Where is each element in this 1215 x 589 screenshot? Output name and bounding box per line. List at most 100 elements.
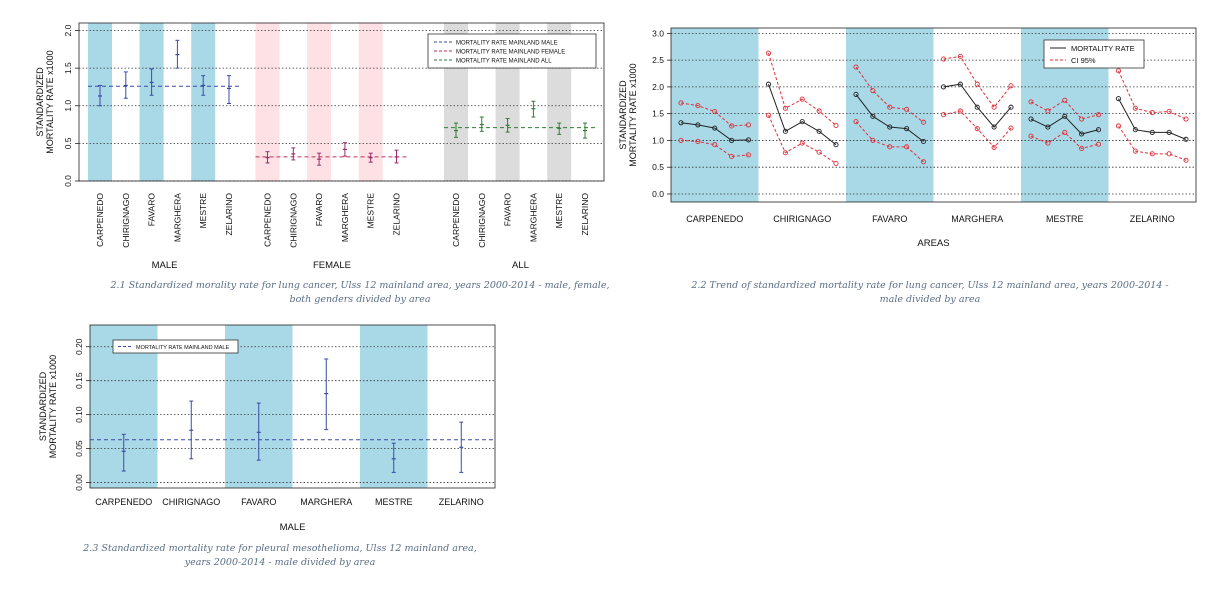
rate-line <box>943 83 1012 128</box>
x-tick-label: CHIRIGNAGO <box>288 193 298 248</box>
ci-lower-point <box>745 152 752 158</box>
ci-lower-line <box>943 110 1012 149</box>
ci-upper-point <box>765 50 772 56</box>
group-label-all: ALL <box>512 260 529 271</box>
highlight-band <box>191 23 216 181</box>
y-tick-label: 1.5 <box>652 109 664 119</box>
y-tick-label: 0.15 <box>74 372 84 389</box>
rate-point <box>729 137 735 143</box>
group-label-female: FEMALE <box>313 260 351 271</box>
x-tick-label: ZELARINO <box>1130 214 1175 224</box>
rate-line <box>1118 98 1187 140</box>
rate-line <box>855 94 924 142</box>
ci-upper-point <box>678 100 684 106</box>
y-axis-label-line2: MORTALITY RATE x1000 <box>45 50 55 153</box>
caption-2-1-line2: both genders divided by area <box>289 294 431 305</box>
plot-frame <box>78 22 605 182</box>
rate-point <box>920 138 927 145</box>
y-tick-label: 0.0 <box>652 189 664 199</box>
caption-2-2: 2.2 Trend of standardized mortality rate… <box>630 279 1215 307</box>
legend-box <box>427 33 597 69</box>
x-tick-label: MESTRE <box>366 193 376 229</box>
y-axis-label-line1: STANDARDIZED <box>38 371 48 441</box>
legend-label: MORTALITY RATE MAINLAND MALE <box>456 41 558 47</box>
ci-lower-point <box>729 153 735 160</box>
ci-lower-point <box>1166 151 1172 157</box>
rate-point <box>974 104 980 110</box>
ci-lower-line <box>768 115 837 164</box>
rate-point <box>1045 124 1051 130</box>
x-tick-label: CHIRIGNAGO <box>773 214 831 224</box>
rate-line <box>768 84 837 146</box>
rate-point <box>853 91 859 97</box>
ci-lower-line <box>855 121 924 163</box>
x-tick-label: CARPENEDO <box>686 214 743 224</box>
x-tick-label: ZELARINO <box>392 193 402 236</box>
chart-lung-cancer-by-gender: CARPENEDO CHIRIGNAGO FAVARO MARGHERA MESTRE Z… <box>35 22 605 271</box>
ci-lower-point <box>1008 125 1014 131</box>
x-tick-label: MESTRE <box>375 497 413 507</box>
ci-upper-point <box>1166 108 1172 115</box>
legend-label: MORTALITY RATE MAINLAND MALE <box>136 345 229 351</box>
x-tick-label: CARPENEDO <box>95 497 152 507</box>
ci-lower-point <box>887 144 893 150</box>
rate-point <box>991 124 997 130</box>
x-tick-label: FAVARO <box>872 214 907 224</box>
rate-point <box>1079 131 1085 137</box>
rate-point <box>678 120 684 126</box>
ci-upper-point <box>695 103 701 109</box>
y-axis-label-line2: MORTALITY RATE x1000 <box>628 63 638 166</box>
x-tick-label: CHIRIGNAGO <box>477 193 487 248</box>
x-tick-label: MARGHERA <box>300 497 352 507</box>
y-tick-label: 0.10 <box>74 406 84 423</box>
y-tick-label: 2.0 <box>63 24 73 36</box>
caption-2-2-line2: male divided by area <box>879 294 981 305</box>
x-tick-label: FAVARO <box>503 193 513 227</box>
caption-2-2-line1: 2.2 Trend of standardized mortality rate… <box>691 280 1169 291</box>
y-axis-label-line1: STANDARDIZED <box>618 80 628 150</box>
ci-upper-line <box>680 102 749 127</box>
x-tick-label: FAVARO <box>147 193 157 227</box>
ci-upper-point <box>1149 110 1155 116</box>
ci-lower-point <box>799 140 805 146</box>
x-tick-label: ZELARINO <box>580 193 590 236</box>
rate-point <box>1166 129 1172 135</box>
ci-upper-point <box>940 56 947 62</box>
ci-upper-line <box>1030 99 1099 120</box>
y-tick-label: 0.5 <box>63 137 73 149</box>
x-tick-label: CHIRIGNAGO <box>162 497 220 507</box>
y-tick-label: 2.0 <box>652 82 664 92</box>
y-tick-label: 1.0 <box>63 100 73 112</box>
ci-lower-point <box>904 144 910 150</box>
caption-2-3-line2: years 2000-2014 - male divided by area <box>184 557 376 568</box>
ci-upper-point <box>782 105 788 111</box>
highlight-band <box>139 23 164 181</box>
ci-upper-point <box>1095 112 1102 118</box>
rate-point <box>1008 104 1014 110</box>
ci-upper-point <box>816 108 822 114</box>
ci-upper-point <box>1079 116 1085 122</box>
rate-point <box>940 84 947 90</box>
legend-box <box>112 339 239 354</box>
rate-line <box>1030 115 1099 135</box>
x-tick-label: MESTRE <box>554 193 564 229</box>
x-tick-label: MESTRE <box>198 193 208 229</box>
ci-lower-line <box>680 139 749 158</box>
legend-label: MORTALITY RATE MAINLAND FEMALE <box>456 50 565 56</box>
ci-lower-point <box>712 142 718 148</box>
rate-point <box>1149 129 1155 135</box>
ci-lower-point <box>1028 133 1034 139</box>
ci-upper-point <box>1183 116 1189 122</box>
group-label-male: MALE <box>152 260 178 271</box>
ci-upper-point <box>1045 108 1051 114</box>
y-tick-label: 0.0 <box>63 175 73 187</box>
ci-upper-point <box>1028 99 1034 105</box>
ci-upper-point <box>991 104 997 110</box>
ci-lower-point <box>1079 145 1085 152</box>
ci-lower-point <box>1095 141 1102 147</box>
ci-lower-point <box>1115 123 1122 129</box>
y-tick-label: 3.0 <box>652 28 664 38</box>
ci-lower-point <box>853 119 859 125</box>
x-axis-label: AREAS <box>917 238 949 249</box>
rate-point <box>712 125 718 131</box>
